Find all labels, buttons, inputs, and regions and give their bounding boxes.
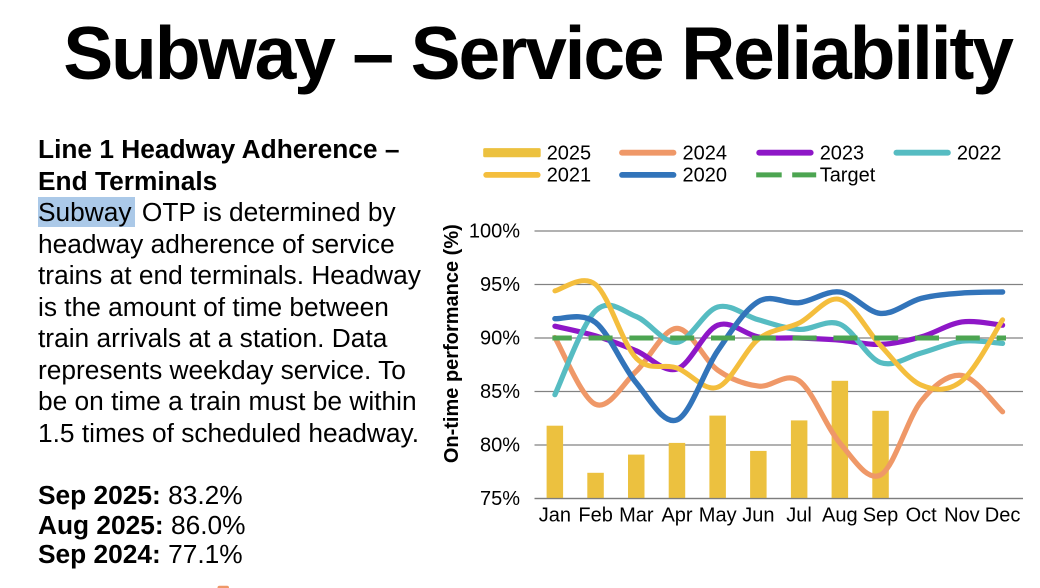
svg-text:95%: 95% [480, 274, 520, 296]
svg-text:Target: Target [820, 165, 876, 187]
svg-text:Feb: Feb [578, 504, 612, 526]
svg-text:75%: 75% [480, 488, 520, 510]
svg-text:80%: 80% [480, 435, 520, 457]
svg-text:Jul: Jul [786, 504, 812, 526]
svg-text:2023: 2023 [820, 142, 865, 164]
svg-text:85%: 85% [480, 381, 520, 403]
svg-text:2020: 2020 [683, 165, 728, 187]
svg-text:Mar: Mar [619, 504, 654, 526]
svg-text:Oct: Oct [906, 504, 938, 526]
svg-text:100%: 100% [469, 221, 520, 243]
svg-text:2022: 2022 [957, 142, 1002, 164]
svg-text:Aug: Aug [822, 504, 858, 526]
svg-text:2024: 2024 [683, 142, 728, 164]
svg-text:2025: 2025 [547, 142, 592, 164]
svg-text:Jun: Jun [742, 504, 774, 526]
svg-text:Apr: Apr [661, 504, 692, 526]
svg-text:On-time performance (%): On-time performance (%) [441, 224, 463, 463]
svg-text:May: May [699, 504, 737, 526]
svg-text:Jan: Jan [539, 504, 571, 526]
svg-text:Nov: Nov [944, 504, 980, 526]
svg-text:2021: 2021 [547, 165, 592, 187]
svg-text:Sep: Sep [863, 504, 899, 526]
svg-text:90%: 90% [480, 328, 520, 350]
svg-text:Dec: Dec [985, 504, 1021, 526]
